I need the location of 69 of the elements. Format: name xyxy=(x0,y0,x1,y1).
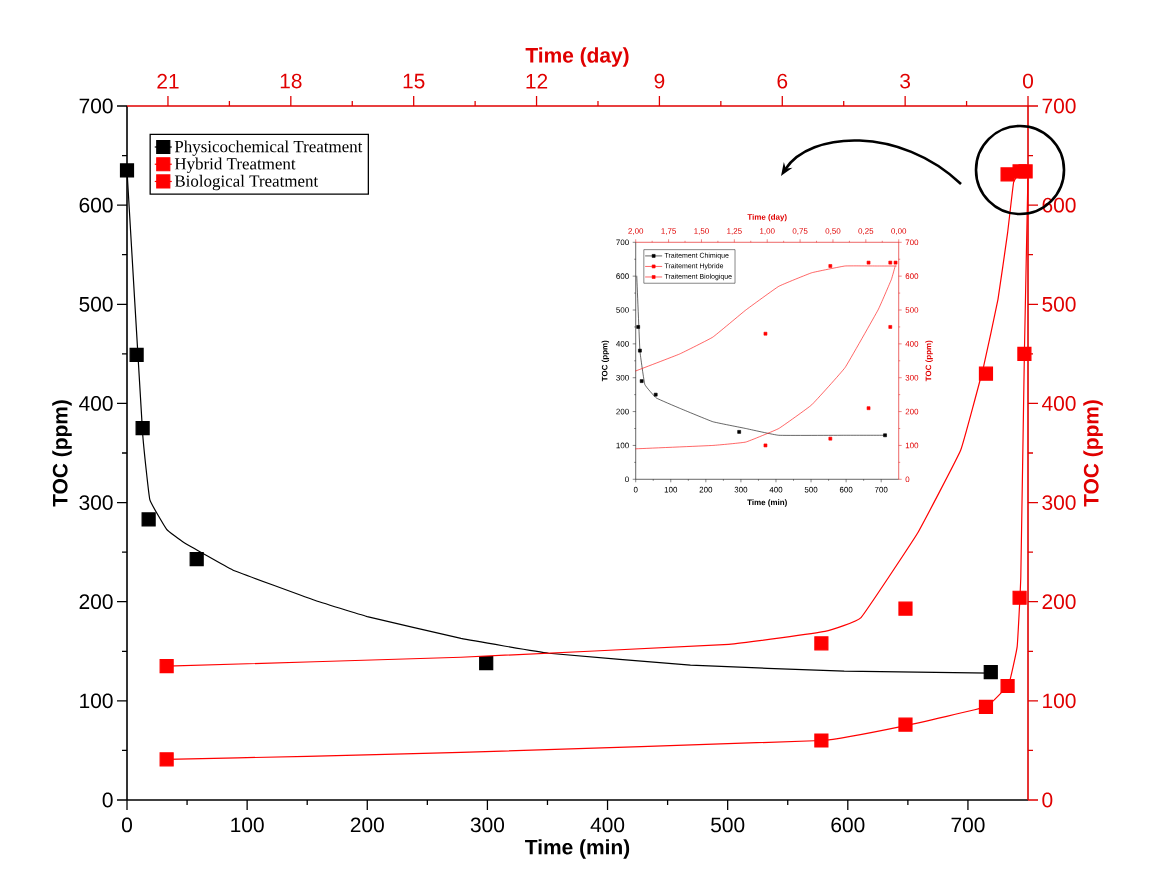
y-axis-title: TOC (ppm) xyxy=(52,400,72,507)
y2-tick-label: 700 xyxy=(1042,98,1076,114)
point xyxy=(189,551,204,567)
point xyxy=(866,406,871,410)
point xyxy=(653,392,658,397)
point xyxy=(888,325,893,329)
point xyxy=(479,656,494,671)
point xyxy=(898,601,913,616)
x2-tick-label: 18 xyxy=(280,73,302,89)
point xyxy=(119,163,135,178)
point xyxy=(159,659,174,674)
point xyxy=(129,347,144,362)
point xyxy=(159,752,174,767)
point xyxy=(1000,678,1015,694)
y-tick-label: 700 xyxy=(79,98,113,114)
x-tick-label: 600 xyxy=(831,817,865,833)
x-tick-label: 0 xyxy=(122,817,132,833)
point xyxy=(638,348,642,353)
x-tick-label: 700 xyxy=(951,817,985,833)
y-tick-label: 100 xyxy=(80,693,113,709)
legend-label: Physicochemical Treatment xyxy=(174,140,363,156)
point xyxy=(828,436,833,441)
x-tick-label: 500 xyxy=(711,817,745,833)
x2-tick-label: 3 xyxy=(900,73,911,89)
point xyxy=(636,325,640,329)
point xyxy=(1018,164,1033,179)
x2-tick-label: 12 xyxy=(526,73,548,89)
point xyxy=(763,331,768,336)
point xyxy=(135,421,150,436)
point xyxy=(814,636,829,651)
point xyxy=(883,433,887,438)
point xyxy=(828,264,833,268)
x2-tick-label: 15 xyxy=(403,73,425,89)
y2-axis-title: TOC (ppm) xyxy=(1083,400,1103,507)
point xyxy=(814,733,829,748)
y-tick-label: 400 xyxy=(79,396,113,411)
legend-label: Hybrid Treatment xyxy=(174,157,296,174)
x-tick-label: 300 xyxy=(470,817,505,833)
x-axis-title: Time (min) xyxy=(525,839,630,859)
legend-label: Biological Treatment xyxy=(174,174,319,191)
x2-tick-label: 9 xyxy=(654,73,665,89)
x2-tick-label: 21 xyxy=(157,73,179,89)
point xyxy=(763,443,768,448)
point xyxy=(978,366,994,381)
y-tick-label: 600 xyxy=(79,197,113,213)
x2-tick-label: 0 xyxy=(1023,73,1033,89)
point xyxy=(1017,346,1032,361)
y-tick-label: 200 xyxy=(79,594,113,610)
x-tick-label: 200 xyxy=(350,817,384,833)
point xyxy=(888,260,893,265)
point xyxy=(141,512,156,527)
y2-tick-label: 500 xyxy=(1042,296,1076,312)
y2-tick-label: 200 xyxy=(1042,594,1076,610)
point xyxy=(737,430,741,434)
y2-tick-label: 400 xyxy=(1042,396,1076,411)
x2-tick-label: 6 xyxy=(777,73,788,89)
y2-tick-label: 100 xyxy=(1043,693,1076,709)
point xyxy=(893,260,898,265)
point xyxy=(639,379,644,383)
point xyxy=(866,260,871,265)
point xyxy=(978,699,994,714)
y2-tick-label: 0 xyxy=(1042,792,1053,808)
x-tick-label: 100 xyxy=(231,817,264,833)
x2-axis-title: Time (day) xyxy=(525,47,629,67)
y-tick-label: 500 xyxy=(79,296,113,312)
point xyxy=(898,717,913,732)
point xyxy=(1012,590,1027,605)
point xyxy=(983,665,998,680)
y-tick-label: 0 xyxy=(102,792,113,808)
